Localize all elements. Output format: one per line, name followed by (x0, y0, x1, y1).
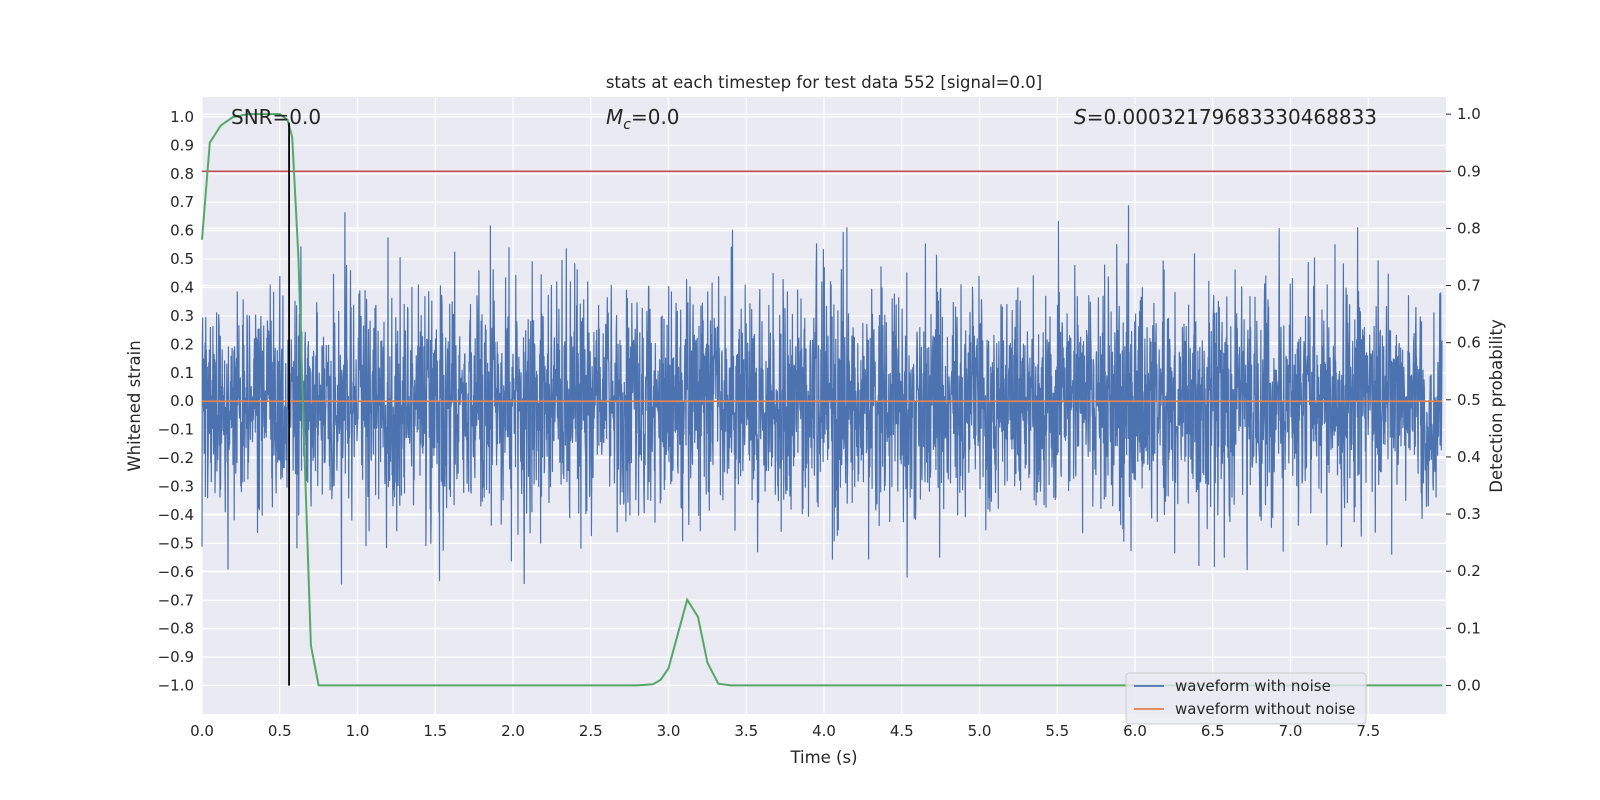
chirp-mass-annotation: Mc=0.0 (606, 105, 680, 133)
legend-label-clean: waveform without noise (1175, 700, 1355, 718)
s-statistic-annotation: S=0.00032179683330468833 (1074, 105, 1377, 129)
x-tick-label: 3.0 (657, 722, 681, 740)
x-tick-label: 2.0 (501, 722, 525, 740)
x-tick-label: 6.5 (1201, 722, 1225, 740)
x-tick-label: 4.0 (812, 722, 836, 740)
y-left-tick-label: 0.3 (170, 307, 194, 325)
mc-subscript: c (623, 117, 631, 133)
y-left-tick-labels: 1.0 0.9 0.8 0.7 0.6 0.5 0.4 0.3 0.2 0.1 0.0 −0.1 −0.… (158, 108, 194, 695)
x-tick-label: 5.0 (968, 722, 992, 740)
y-left-tick-label: −0.5 (158, 534, 194, 552)
y-right-tick-label: 0.9 (1457, 162, 1481, 180)
y-left-tick-label: −0.1 (158, 421, 194, 439)
x-tick-label: 4.5 (890, 722, 914, 740)
mc-value: =0.0 (631, 105, 680, 129)
y-left-tick-label: 0.2 (170, 335, 194, 353)
x-tick-label: 7.5 (1356, 722, 1380, 740)
y-right-tick-label: 0.1 (1457, 619, 1481, 637)
s-symbol: S (1074, 105, 1087, 129)
y-right-tick-label: 0.8 (1457, 219, 1481, 237)
mc-symbol: M (606, 105, 623, 129)
y-left-tick-label: −0.9 (158, 648, 194, 666)
detection-probability-line (201, 113, 1443, 687)
x-tick-label: 0.5 (268, 722, 292, 740)
chart-title: stats at each timestep for test data 552… (606, 73, 1042, 92)
y-right-tick-label: 0.0 (1457, 676, 1481, 694)
series-waveform-with-noise (201, 205, 1443, 585)
y-left-tick-label: −0.2 (158, 449, 194, 467)
x-tick-label: 6.0 (1123, 722, 1147, 740)
y-right-tick-label: 0.5 (1457, 391, 1481, 409)
y-left-tick-label: 0.8 (170, 165, 194, 183)
y-left-tick-label: 0.9 (170, 136, 194, 154)
y-right-tick-label: 1.0 (1457, 105, 1481, 123)
y-left-tick-label: 0.6 (170, 222, 194, 240)
y-left-tick-label: 0.5 (170, 250, 194, 268)
y-left-tick-label: 0.1 (170, 364, 194, 382)
x-tick-label: 1.5 (423, 722, 447, 740)
legend-label-noise: waveform with noise (1175, 677, 1331, 695)
y-left-tick-label: −0.7 (158, 591, 194, 609)
y-right-tick-labels: 1.0 0.9 0.8 0.7 0.6 0.5 0.4 0.3 0.2 0.1 0.0 (1446, 105, 1481, 694)
legend-box (1125, 672, 1367, 725)
legend: waveform with noise waveform without noi… (1125, 672, 1367, 725)
y-left-tick-label: −0.8 (158, 620, 194, 638)
x-axis-label: Time (s) (789, 748, 857, 767)
x-tick-label: 3.5 (734, 722, 758, 740)
y-right-tick-label: 0.2 (1457, 562, 1481, 580)
y-left-tick-label: 0.0 (170, 392, 194, 410)
x-tick-label: 0.0 (190, 722, 214, 740)
y-left-tick-label: −0.4 (158, 506, 194, 524)
y-left-tick-label: 0.4 (170, 279, 194, 297)
x-tick-label: 7.0 (1279, 722, 1303, 740)
series-lines (201, 113, 1446, 687)
y-left-tick-label: 0.7 (170, 193, 194, 211)
y-right-axis-label: Detection probability (1487, 319, 1506, 493)
y-right-tick-label: 0.7 (1457, 277, 1481, 295)
y-left-axis-label: Whitened strain (125, 340, 144, 471)
x-tick-label: 1.0 (346, 722, 370, 740)
noise-waveform-path (201, 205, 1443, 585)
x-tick-labels: 0.0 0.5 1.0 1.5 2.0 2.5 3.0 3.5 4.0 4.5 5.0 5.5 6.0 6… (190, 722, 1380, 740)
y-right-tick-label: 0.3 (1457, 505, 1481, 523)
x-tick-label: 2.5 (579, 722, 603, 740)
x-tick-label: 5.5 (1045, 722, 1069, 740)
y-left-tick-label: −1.0 (158, 677, 194, 695)
s-value: =0.00032179683330468833 (1087, 105, 1377, 129)
snr-annotation: SNR=0.0 (231, 105, 321, 129)
y-left-tick-label: 1.0 (170, 108, 194, 126)
y-left-tick-label: −0.3 (158, 478, 194, 496)
y-right-tick-label: 0.4 (1457, 448, 1481, 466)
y-right-tick-label: 0.6 (1457, 334, 1481, 352)
y-left-tick-label: −0.6 (158, 563, 194, 581)
